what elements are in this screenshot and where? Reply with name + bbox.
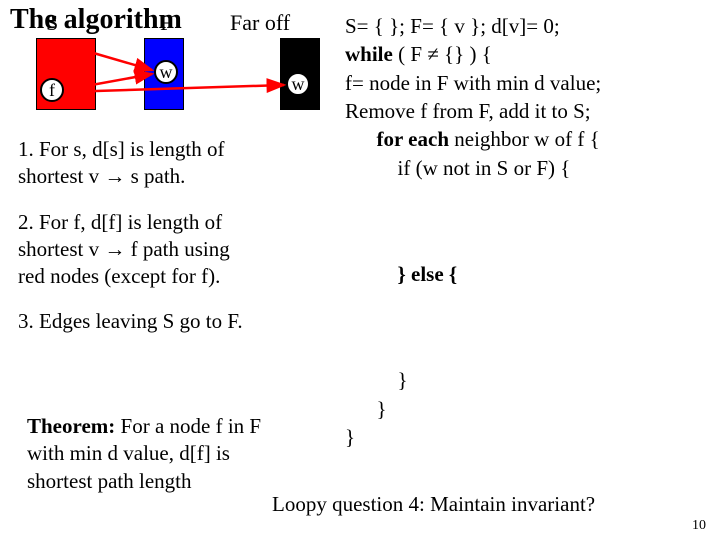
invariant-2: 2. For f, d[f] is length of shortest v →… [18,209,320,291]
code-l5: for each neighbor w of f { [345,125,715,153]
inv1-line2: shortest v → s path. [18,164,185,188]
code-l2: while ( F ≠ {} ) { [345,40,715,68]
loopy-question: Loopy question 4: Maintain invariant? [272,492,595,517]
code-l6: if (w not in S or F) { [345,154,715,182]
inv2-line1: 2. For f, d[f] is length of [18,210,222,234]
inv2-line3: red nodes (except for f). [18,264,220,288]
code-close2: } [345,395,715,423]
inv3-line: 3. Edges leaving S go to F. [18,309,243,333]
inv2-line2: shortest v → f path using [18,237,230,261]
theorem-l3: shortest path length [27,469,191,493]
code-l4: Remove f from F, add it to S; [345,97,715,125]
code-l3: f= node in F with min d value; [345,69,715,97]
invariant-3: 3. Edges leaving S go to F. [18,308,320,335]
inv1-line1: 1. For s, d[s] is length of [18,137,225,161]
invariant-1: 1. For s, d[s] is length of shortest v →… [18,136,320,191]
code-else: } else { [345,260,715,288]
node-w-Far: w [286,72,310,96]
label-Far: Far off [230,10,290,36]
arrows [18,38,328,128]
code-close3: } [345,423,715,451]
code-close1: } [345,366,715,394]
code-l1: S= { }; F= { v }; d[v]= 0; [345,12,715,40]
theorem-l2: with min d value, d[f] is [27,441,230,465]
label-F: F [160,10,172,36]
page-number: 10 [692,518,706,534]
loopy-label: Loopy question 4: [272,492,430,516]
theorem-label: Theorem: [27,414,121,438]
diagram: S F Far off f w w [18,38,318,128]
page-title: The algorithm [10,4,182,36]
node-w-F: w [154,60,178,84]
node-f: f [40,78,64,102]
pseudocode: S= { }; F= { v }; d[v]= 0; while ( F ≠ {… [345,12,715,451]
theorem-l1b: For a node f in F [121,414,262,438]
loopy-text: Maintain invariant? [430,492,595,516]
label-S: S [46,10,58,36]
theorem: Theorem: For a node f in F with min d va… [24,410,316,498]
invariants: 1. For s, d[s] is length of shortest v →… [18,136,320,354]
